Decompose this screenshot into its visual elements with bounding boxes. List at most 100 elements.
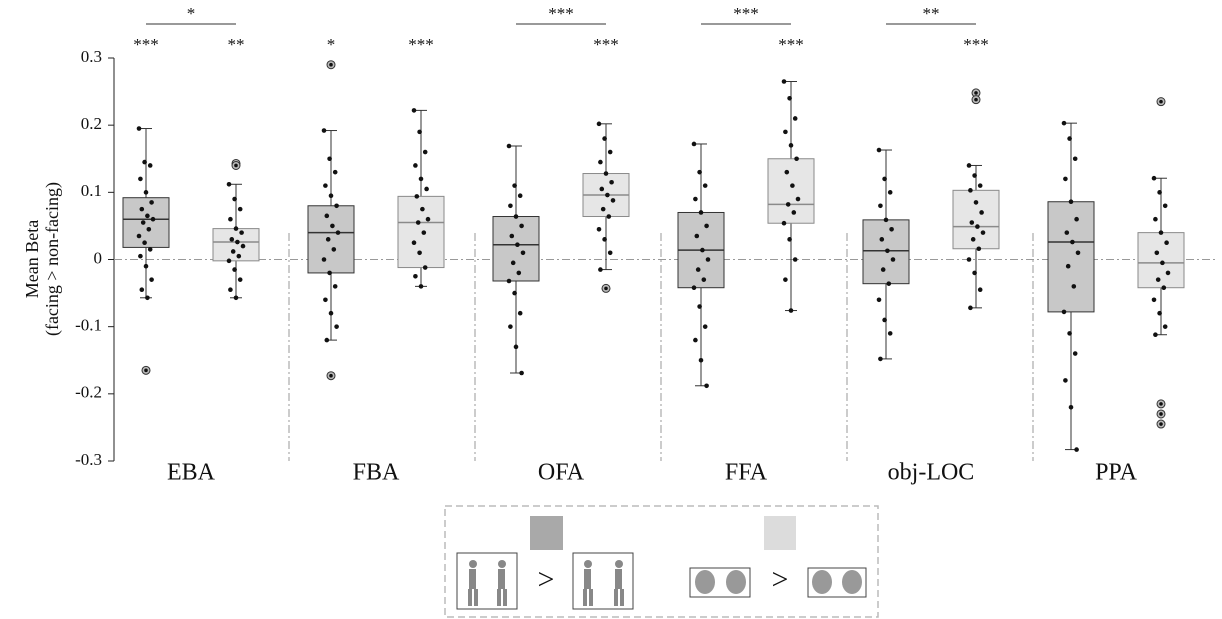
data-point bbox=[147, 227, 152, 232]
data-point bbox=[706, 257, 711, 262]
data-point bbox=[333, 170, 338, 175]
outlier-dot bbox=[1159, 100, 1163, 104]
data-point bbox=[239, 230, 244, 235]
data-point bbox=[790, 183, 795, 188]
data-point bbox=[419, 284, 424, 289]
data-point bbox=[704, 383, 709, 388]
data-point bbox=[422, 230, 427, 235]
data-point bbox=[326, 237, 331, 242]
data-point bbox=[692, 142, 697, 147]
data-point bbox=[234, 226, 239, 231]
data-point bbox=[1157, 190, 1162, 195]
data-point bbox=[138, 254, 143, 259]
data-point bbox=[333, 284, 338, 289]
data-point bbox=[602, 237, 607, 242]
data-point bbox=[1074, 447, 1079, 452]
data-point bbox=[1067, 331, 1072, 336]
data-point bbox=[609, 180, 614, 185]
significance: ** bbox=[228, 35, 245, 54]
data-point bbox=[975, 224, 980, 229]
data-point bbox=[978, 287, 983, 292]
data-point bbox=[881, 267, 886, 272]
data-point bbox=[415, 194, 420, 199]
data-point bbox=[423, 150, 428, 155]
data-point bbox=[413, 274, 418, 279]
data-point bbox=[1152, 176, 1157, 181]
data-point bbox=[882, 318, 887, 323]
y-tick-label: 0.1 bbox=[81, 181, 102, 200]
box bbox=[123, 198, 169, 248]
data-point bbox=[703, 183, 708, 188]
data-point bbox=[238, 207, 243, 212]
data-point bbox=[703, 324, 708, 329]
significance: *** bbox=[963, 35, 989, 54]
data-point bbox=[608, 250, 613, 255]
data-point bbox=[877, 298, 882, 303]
data-point bbox=[888, 190, 893, 195]
outlier-dot bbox=[1159, 402, 1163, 406]
data-point bbox=[1069, 199, 1074, 204]
data-point bbox=[327, 271, 332, 276]
data-point bbox=[325, 338, 330, 343]
data-point bbox=[878, 203, 883, 208]
data-point bbox=[145, 214, 150, 219]
data-point bbox=[1069, 405, 1074, 410]
data-point bbox=[519, 371, 524, 376]
outlier-dot bbox=[234, 164, 238, 168]
data-point bbox=[137, 234, 142, 239]
data-point bbox=[235, 240, 240, 245]
data-point bbox=[231, 249, 236, 254]
box bbox=[493, 217, 539, 281]
data-point bbox=[1164, 240, 1169, 245]
data-point bbox=[232, 267, 237, 272]
data-point bbox=[151, 217, 156, 222]
data-point bbox=[322, 257, 327, 262]
data-point bbox=[1062, 310, 1067, 315]
data-point bbox=[323, 298, 328, 303]
data-point bbox=[597, 227, 602, 232]
outlier-dot bbox=[974, 91, 978, 95]
data-point bbox=[507, 279, 512, 284]
data-point bbox=[880, 237, 885, 242]
data-point bbox=[325, 214, 330, 219]
data-point bbox=[1163, 324, 1168, 329]
data-point bbox=[508, 324, 513, 329]
data-point bbox=[148, 163, 153, 168]
data-point bbox=[979, 210, 984, 215]
data-point bbox=[417, 130, 422, 135]
data-point bbox=[416, 220, 421, 225]
outlier-dot bbox=[604, 287, 608, 291]
data-point bbox=[514, 214, 519, 219]
significance: * bbox=[327, 35, 336, 54]
data-point bbox=[699, 210, 704, 215]
comparison-significance: *** bbox=[733, 4, 759, 23]
significance: *** bbox=[593, 35, 619, 54]
data-point bbox=[789, 308, 794, 313]
legend-symbol: > bbox=[772, 563, 789, 596]
data-point bbox=[518, 311, 523, 316]
data-point bbox=[794, 156, 799, 161]
x-tick-label: obj-LOC bbox=[888, 460, 975, 486]
data-point bbox=[232, 197, 237, 202]
data-point bbox=[1156, 277, 1161, 282]
data-point bbox=[417, 250, 422, 255]
data-point bbox=[884, 218, 889, 223]
significance: *** bbox=[408, 35, 434, 54]
box bbox=[953, 190, 999, 248]
data-point bbox=[891, 257, 896, 262]
data-point bbox=[1073, 156, 1078, 161]
data-point bbox=[1159, 230, 1164, 235]
outlier-dot bbox=[1159, 422, 1163, 426]
box bbox=[768, 159, 814, 223]
data-point bbox=[423, 265, 428, 270]
data-point bbox=[602, 136, 607, 141]
data-point bbox=[786, 202, 791, 207]
data-point bbox=[1157, 311, 1162, 316]
y-tick-label: -0.2 bbox=[75, 383, 102, 402]
data-point bbox=[230, 237, 235, 242]
data-point bbox=[149, 200, 154, 205]
data-point bbox=[419, 177, 424, 182]
data-point bbox=[515, 242, 520, 247]
data-point bbox=[787, 96, 792, 101]
data-point bbox=[140, 287, 145, 292]
